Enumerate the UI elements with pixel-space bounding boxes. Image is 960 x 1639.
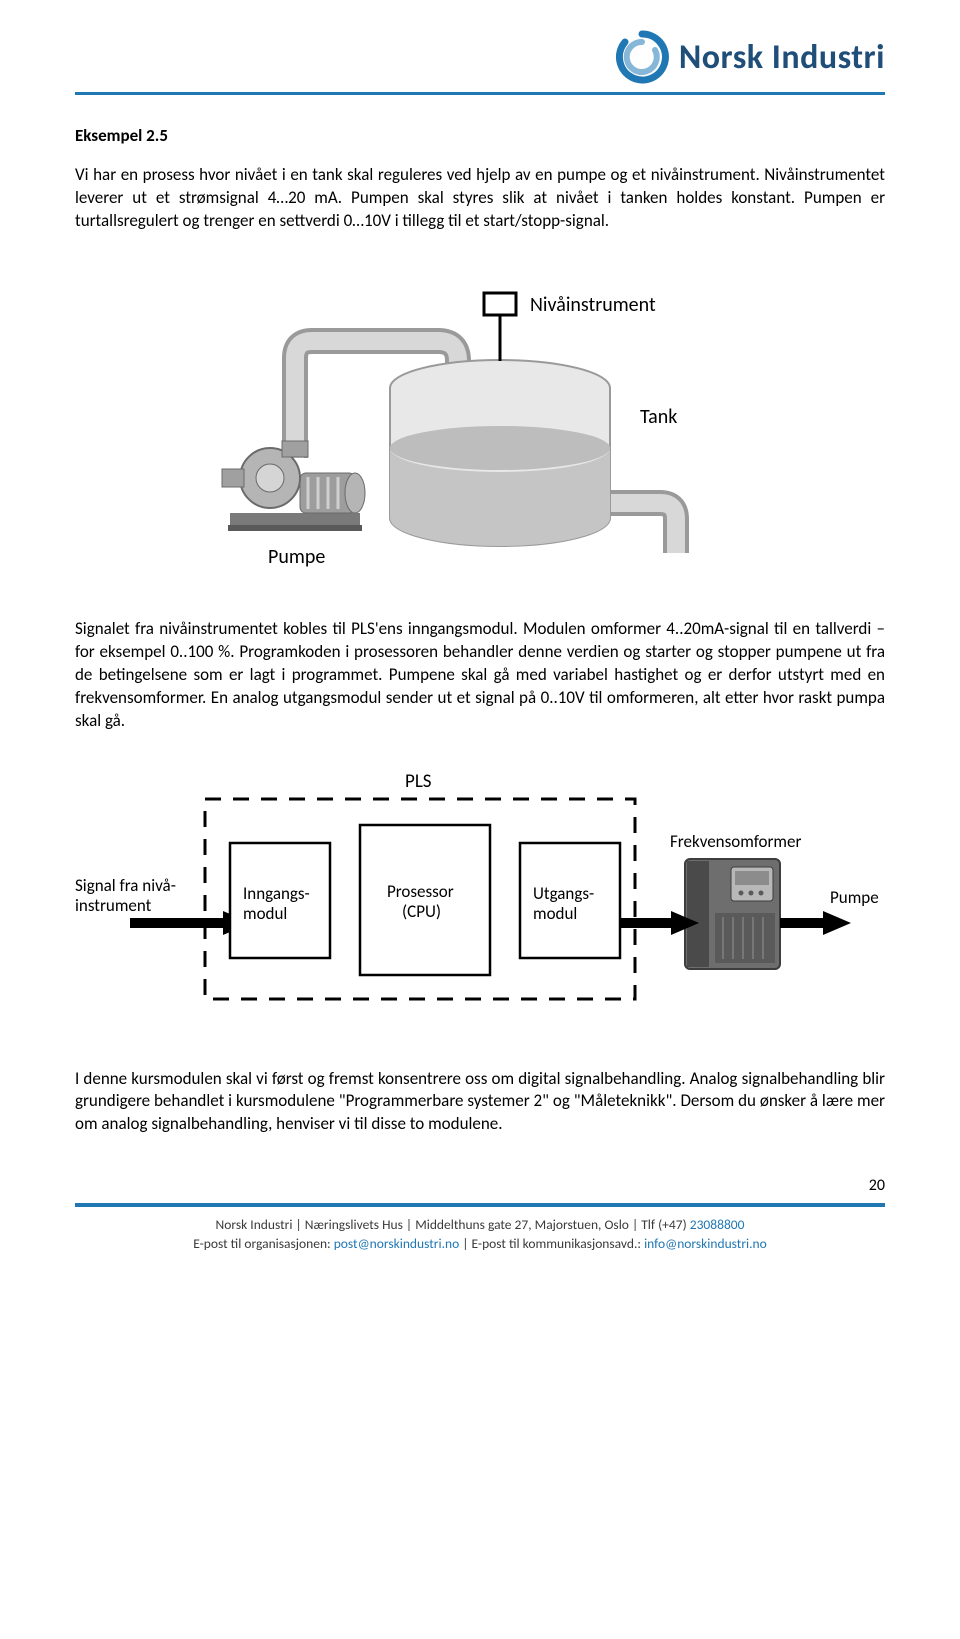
footer-phone: 23088800 [690, 1216, 745, 1233]
instrument-label: Nivåinstrument [530, 293, 656, 317]
header-rule [75, 92, 885, 95]
pls-block-diagram: PLS Signal fra nivå- instrument Inngangs… [75, 763, 885, 1033]
tank-pump-diagram: Nivåinstrument Tank Pumpe [160, 263, 800, 583]
pump [222, 441, 365, 531]
signal-in-label-2: instrument [75, 895, 152, 916]
page-footer: Norsk Industri | Næringslivets Hus | Mid… [0, 1207, 960, 1272]
tank-label: Tank [640, 405, 677, 429]
cpu-l2: (CPU) [402, 901, 441, 922]
pump-label: Pumpe [268, 545, 325, 569]
page-number: 20 [75, 1176, 885, 1195]
level-instrument [484, 293, 516, 361]
example-heading: Eksempel 2.5 [75, 125, 885, 146]
vfd-label: Frekvensomformer [670, 831, 801, 852]
paragraph-2: Signalet fra nivåinstrumentet kobles til… [75, 618, 885, 733]
vfd-drive [685, 859, 780, 969]
in-module-l1: Inngangs- [243, 883, 310, 904]
footer-email-2: info@norskindustri.no [644, 1235, 767, 1252]
signal-in-label-1: Signal fra nivå- [75, 875, 176, 896]
footer-email-1: post@norskindustri.no [334, 1235, 460, 1252]
footer-line2b: | E-post til kommunikasjonsavd.: [459, 1235, 644, 1252]
brand-name: Norsk Industri [679, 37, 885, 78]
logo-swirl-icon [615, 30, 669, 84]
tank [390, 360, 610, 546]
pump-out-label: Pumpe [830, 887, 879, 908]
paragraph-3: I denne kursmodulen skal vi først og fre… [75, 1068, 885, 1137]
out-module-l2: modul [533, 903, 577, 924]
paragraph-1: Vi har en prosess hvor nivået i en tank … [75, 164, 885, 233]
pls-label: PLS [405, 770, 432, 793]
footer-line2a: E-post til organisasjonen: [193, 1235, 333, 1252]
arrow-vfd-to-pump [780, 911, 851, 935]
in-module-l2: modul [243, 903, 287, 924]
footer-line1: Norsk Industri | Næringslivets Hus | Mid… [216, 1216, 690, 1233]
out-module-l1: Utgangs- [533, 883, 594, 904]
page-header: Norsk Industri [75, 30, 885, 84]
brand-logo: Norsk Industri [615, 30, 885, 84]
cpu-l1: Prosessor [387, 881, 454, 902]
